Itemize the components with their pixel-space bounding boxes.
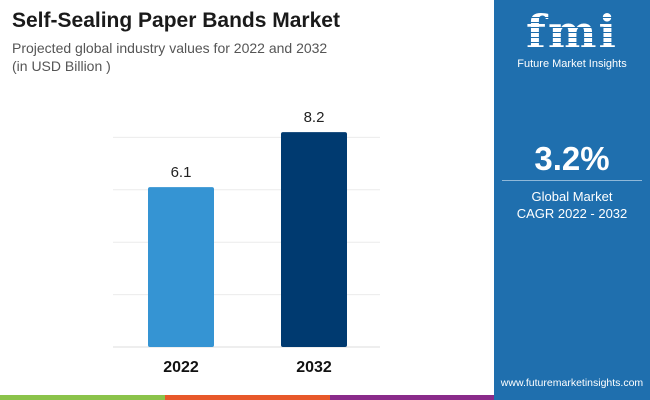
bar-chart: 6.1 2022 8.2 2032 <box>113 109 380 376</box>
bar-2032 <box>281 132 347 347</box>
website-link[interactable]: www.futuremarketinsights.com <box>500 377 644 389</box>
cagr-value: 3.2% <box>534 140 610 177</box>
cagr-label: Global Market CAGR 2022 - 2032 <box>494 188 650 222</box>
x-tick-label: 2022 <box>163 359 199 376</box>
logo-mark: fmi <box>494 8 650 56</box>
cagr-label-2: CAGR 2022 - 2032 <box>516 206 628 221</box>
bar-2022 <box>148 187 214 347</box>
footer-bar-orange <box>165 395 330 400</box>
x-tick-label: 2032 <box>296 359 332 376</box>
chart-subtitle: Projected global industry values for 202… <box>12 40 328 56</box>
divider <box>502 180 642 181</box>
data-label: 6.1 <box>171 164 192 181</box>
fmi-logo: fmi Future Market Insights <box>494 8 650 70</box>
side-panel: fmi Future Market Insights 3.2% Global M… <box>494 0 650 400</box>
data-label: 8.2 <box>304 109 325 126</box>
footer-bar-green <box>0 395 165 400</box>
footer-bar-purple <box>330 395 494 400</box>
brand-name: Future Market Insights <box>517 58 627 70</box>
cagr-label-1: Global Market <box>531 189 613 204</box>
chart-title: Self-Sealing Paper Bands Market <box>12 9 340 32</box>
unit-label: (in USD Billion ) <box>12 58 111 74</box>
